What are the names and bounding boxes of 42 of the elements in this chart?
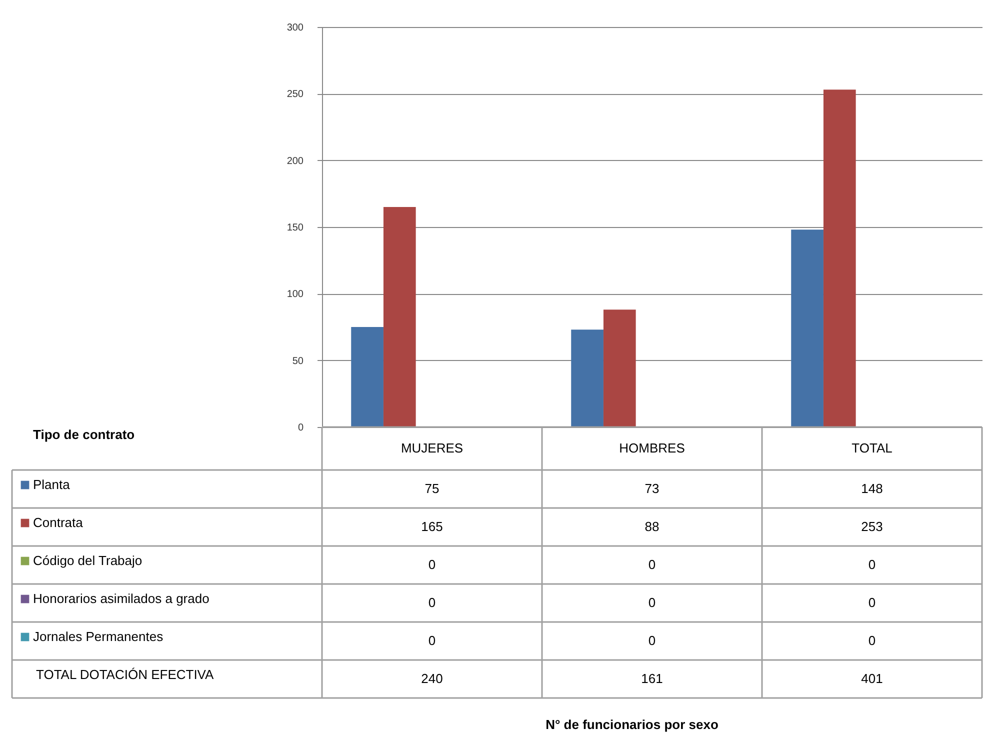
- y-tick-label: 100: [286, 289, 304, 300]
- bar: [351, 327, 384, 427]
- data-label: 148: [861, 481, 883, 496]
- y-tick-label: 150: [286, 222, 304, 234]
- legend-label: Código del Trabajo: [33, 553, 142, 568]
- data-label: 0: [428, 595, 436, 610]
- legend-label: Honorarios asimilados a grado: [33, 591, 210, 606]
- text: TOTAL DOTACIÓN EFECTIVA: [36, 667, 214, 682]
- data-label: 0: [648, 633, 656, 648]
- data-label: 88: [644, 519, 660, 534]
- data-label: 73: [644, 481, 660, 496]
- data-label: 165: [421, 519, 443, 534]
- legend-label: Planta: [33, 477, 71, 492]
- legend-title: Tipo de contrato: [33, 427, 135, 442]
- y-tick-label: 200: [286, 156, 304, 167]
- legend-label: Jornales Permanentes: [33, 629, 164, 644]
- y-tick-label: 250: [286, 89, 304, 100]
- text: 161: [641, 671, 663, 686]
- text: 401: [861, 671, 883, 686]
- bar: [603, 310, 636, 427]
- data-label: 0: [868, 633, 876, 648]
- data-label: 0: [428, 557, 436, 572]
- text: 240: [421, 671, 443, 686]
- x-tick-label: MUJERES: [400, 440, 464, 456]
- bar: [823, 90, 856, 427]
- x-tick-label: HOMBRES: [619, 440, 686, 456]
- y-tick-label: 50: [292, 356, 304, 367]
- legend-label: Contrata: [33, 515, 84, 530]
- data-label: 0: [648, 595, 656, 610]
- bar: [571, 330, 604, 427]
- bar: [791, 230, 824, 427]
- text: N° de funcionarios por sexo: [546, 717, 718, 732]
- data-label: 0: [868, 557, 876, 572]
- data-label: 75: [424, 481, 440, 496]
- data-label: 0: [868, 595, 876, 610]
- y-tick-label: 300: [286, 22, 304, 34]
- y-tick-label: 0: [298, 422, 304, 434]
- data-label: 253: [861, 519, 883, 534]
- data-label: 0: [648, 557, 656, 572]
- data-label: 0: [428, 633, 436, 648]
- x-tick-label: TOTAL: [852, 440, 892, 456]
- bar: [383, 207, 416, 427]
